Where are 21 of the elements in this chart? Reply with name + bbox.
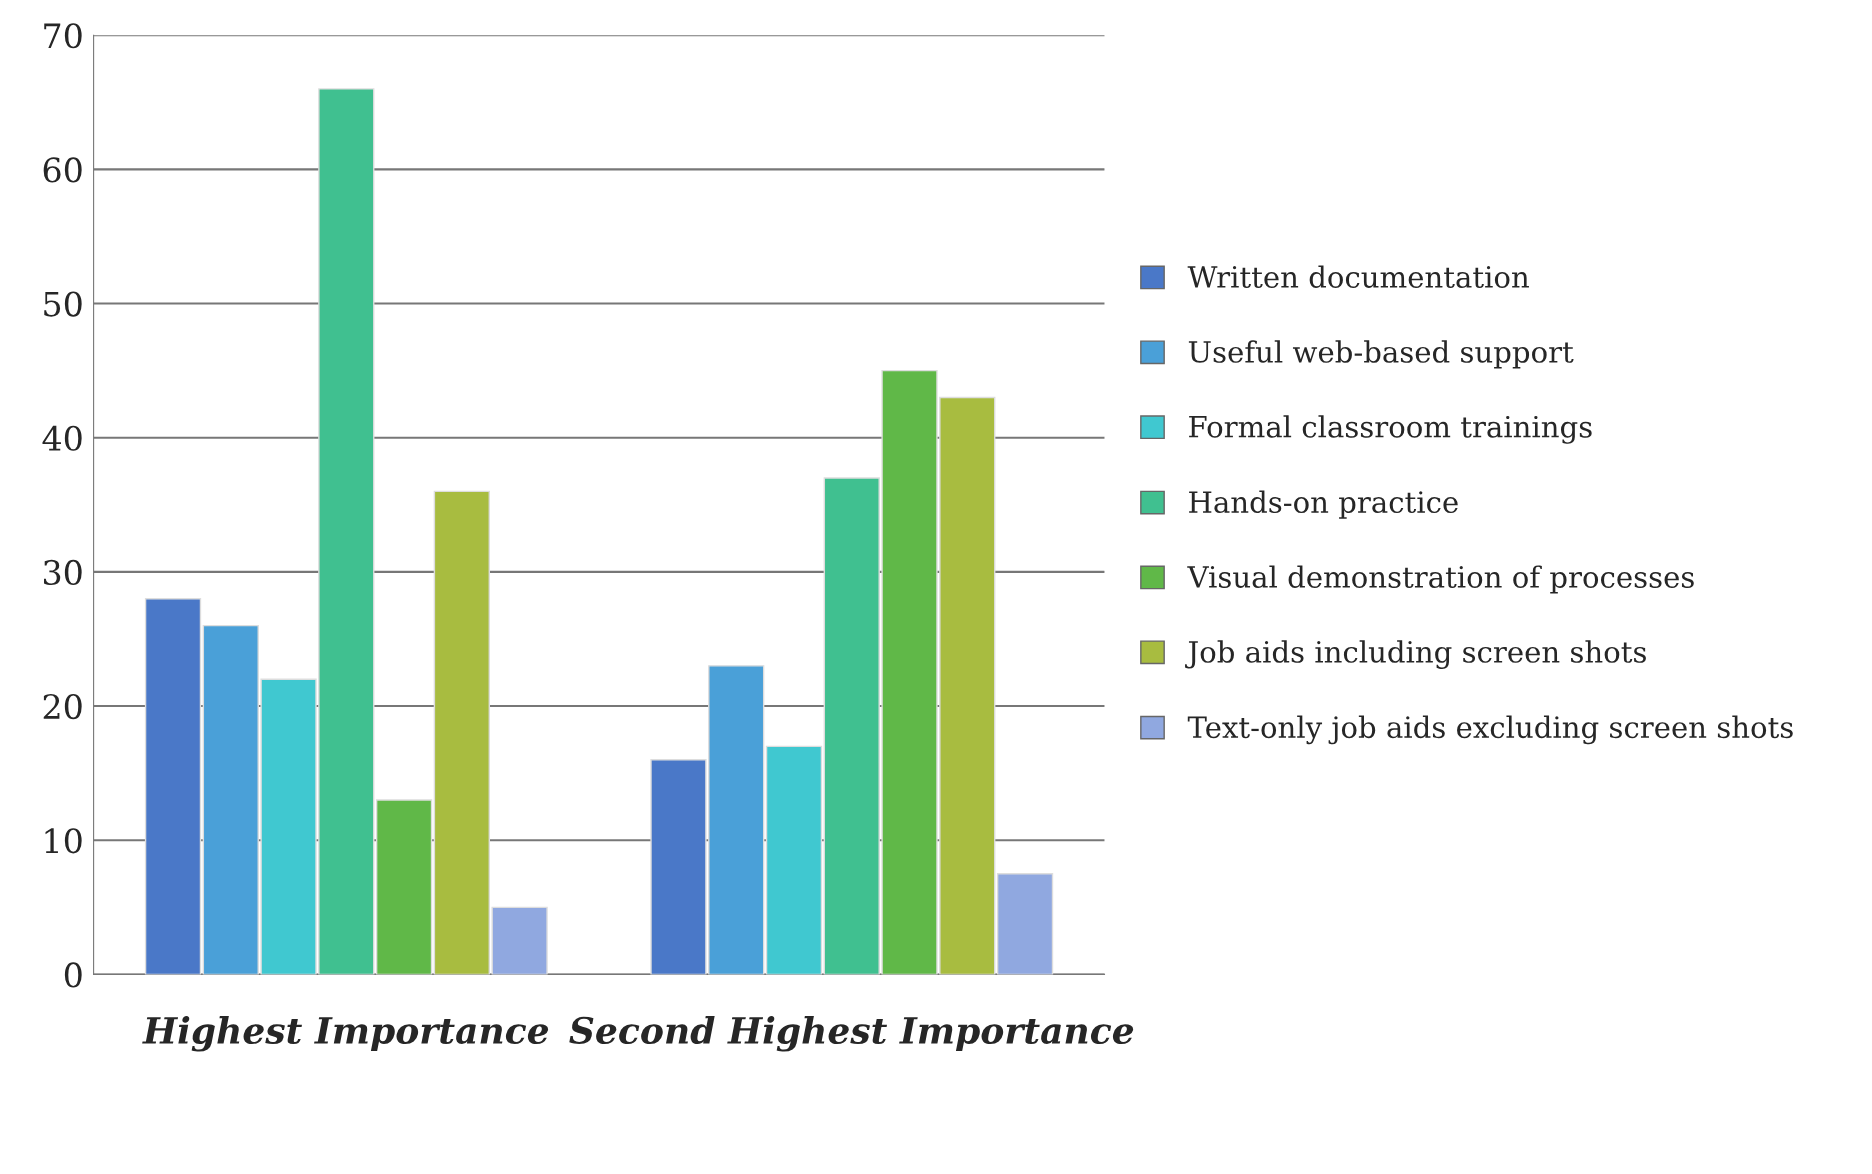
y-tick-label: 0 [64, 962, 82, 988]
legend-label: Written documentation [1187, 265, 1529, 288]
y-tick-label: 70 [44, 23, 82, 49]
y-tick-label: 20 [43, 694, 82, 720]
legend-label: Formal classroom trainings [1189, 415, 1592, 444]
y-tick-label: 50 [44, 291, 82, 317]
bar [996, 873, 1054, 975]
legend-label: Text-only job aids excluding screen shots [1187, 715, 1793, 745]
y-tick-label: 30 [44, 559, 82, 586]
y-tick-label: 10 [45, 828, 82, 854]
bar [144, 598, 202, 975]
x-tick-label: Second Highest Importance [569, 1016, 1134, 1052]
legend-label: Hands-on practice [1189, 490, 1458, 519]
legend-label: Job aids including screen shots [1185, 640, 1646, 669]
legend-label: Visual demonstration of processes [1187, 565, 1694, 594]
y-tick-label: 40 [42, 425, 82, 451]
bar [765, 745, 823, 975]
bar [375, 799, 433, 975]
x-tick-label: Highest Importance [142, 1016, 549, 1052]
y-tick-label: 60 [43, 157, 82, 183]
legend-label: Useful web-based support [1188, 340, 1574, 369]
